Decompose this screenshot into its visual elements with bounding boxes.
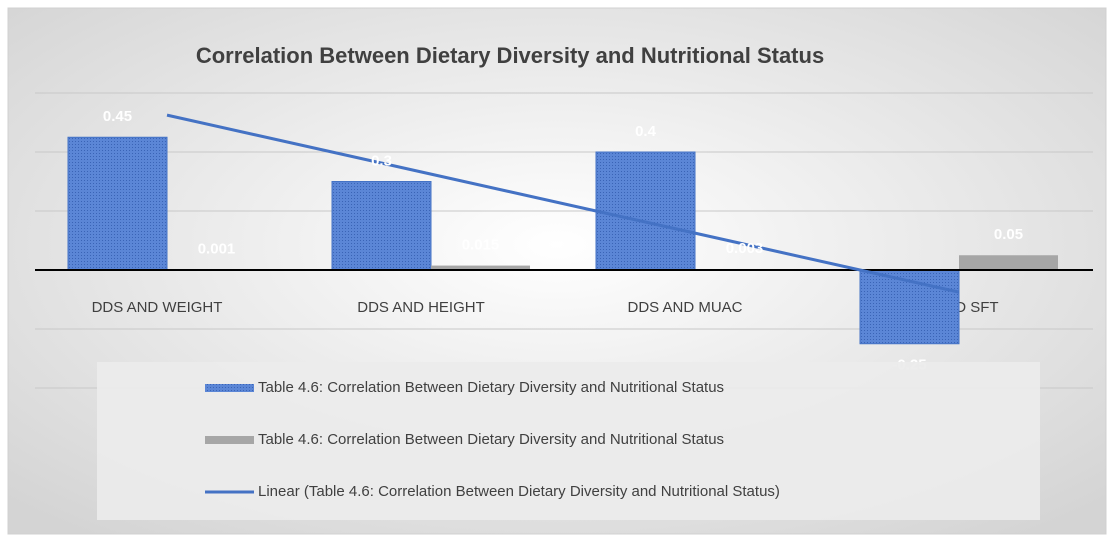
x-tick-label: DDS AND MUAC [627,299,742,316]
data-label: 0.015 [462,237,500,254]
trend-line [166,113,960,294]
legend-label: Table 4.6: Correlation Between Dietary D… [258,379,724,396]
bar [331,181,432,271]
bar [67,136,168,271]
data-label: 0.05 [994,226,1023,243]
data-label: 0.3 [371,152,392,169]
data-label: 0.4 [635,123,657,140]
bar [595,151,696,271]
legend-swatch [205,384,254,392]
legend-label: Table 4.6: Correlation Between Dietary D… [258,431,724,448]
legend-swatch [205,436,254,444]
legend-label: Linear (Table 4.6: Correlation Between D… [258,483,780,500]
bar [959,255,1058,270]
chart-title: Correlation Between Dietary Diversity an… [196,43,824,68]
x-tick-label: DDS AND WEIGHT [92,299,223,316]
data-label: 0.45 [103,108,132,125]
data-label: 0.003 [726,240,764,257]
legend-box [97,362,1040,520]
data-label: 0.001 [198,241,236,258]
bar [431,265,530,270]
x-tick-label: DDS AND HEIGHT [357,299,485,316]
